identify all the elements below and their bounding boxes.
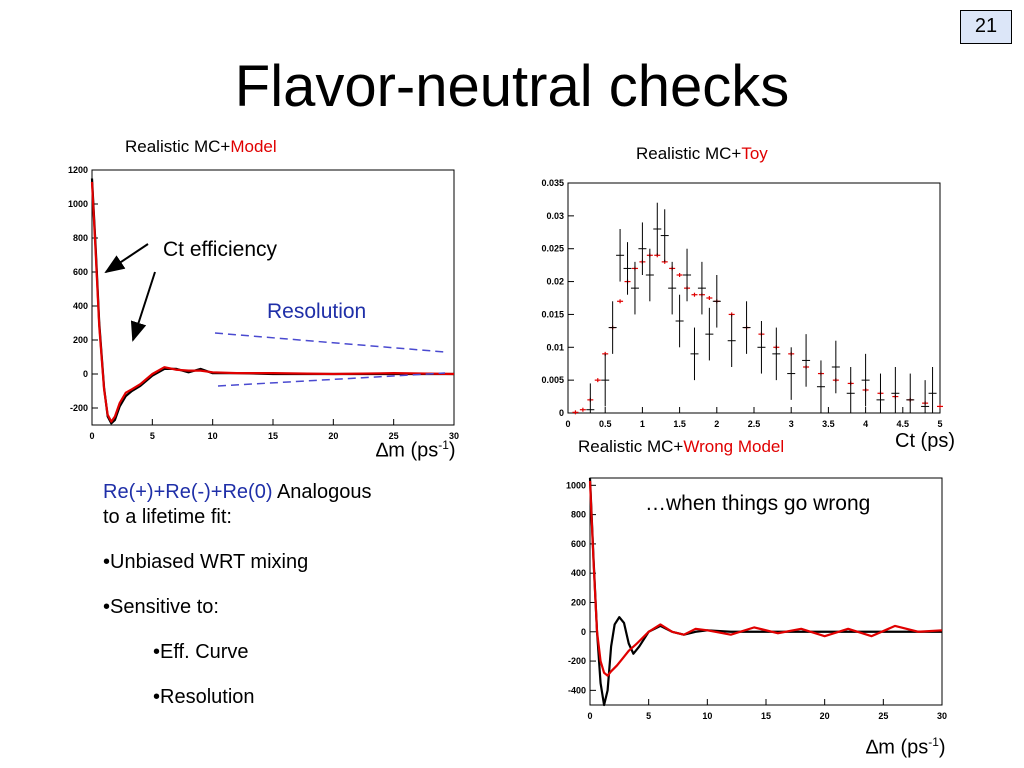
y-tick-label: 0.02 — [546, 277, 564, 287]
resolution-dash-lower — [217, 372, 446, 387]
bullet-sensitive: •Sensitive to: — [103, 596, 219, 618]
x-tick-label: 5 — [937, 419, 942, 429]
caption-bottom-right: Realistic MC+Wrong Model — [578, 437, 784, 457]
caption-wrong-model: Wrong Model — [683, 437, 785, 456]
arrow-ct-eff-2 — [130, 271, 156, 342]
x-tick-label: 20 — [820, 711, 830, 721]
caption-toy: Toy — [741, 144, 768, 163]
y-tick-label: 0 — [581, 627, 586, 637]
x-tick-label: 0 — [89, 431, 94, 441]
x-tick-label: 0 — [565, 419, 570, 429]
arrow-ct-eff-1 — [104, 243, 149, 274]
y-tick-label: 1200 — [68, 165, 88, 175]
y-tick-label: 0 — [83, 369, 88, 379]
caption-prefix: Realistic MC+ — [578, 437, 684, 456]
x-tick-label: 1 — [640, 419, 645, 429]
y-tick-label: 1000 — [68, 199, 88, 209]
x-tick-label: 10 — [702, 711, 712, 721]
slide-title: Flavor-neutral checks — [234, 54, 790, 119]
x-tick-label: 1.5 — [673, 419, 686, 429]
y-tick-label: -200 — [568, 656, 586, 666]
x-tick-label: 0.5 — [599, 419, 612, 429]
caption-prefix: Realistic MC+ — [125, 137, 231, 156]
y-tick-label: -200 — [70, 403, 88, 413]
y-tick-label: 600 — [571, 539, 586, 549]
y-tick-label: 0.01 — [546, 342, 564, 352]
y-tick-label: 0 — [559, 408, 564, 418]
caption-top-left: Realistic MC+Model — [125, 137, 277, 157]
y-tick-label: 1000 — [566, 480, 586, 490]
y-tick-label: 200 — [73, 335, 88, 345]
x-tick-label: 5 — [150, 431, 155, 441]
x-tick-label: 4.5 — [897, 419, 910, 429]
x-tick-label: 30 — [449, 431, 459, 441]
chart-bottom-right: 0 5 10 15 20 25 30 -400 -200 0 200 400 600 800 1000 — [566, 477, 947, 721]
text-block: Re(+)+Re(-)+Re(0) Analogous to a lifetime… — [103, 480, 483, 730]
bullet-unbiased: •Unbiased WRT mixing — [103, 551, 309, 573]
y-tick-label: 0.005 — [541, 375, 564, 385]
intro-paragraph: Re(+)+Re(-)+Re(0) Analogous to a lifetime… — [103, 481, 372, 528]
xlabel-bottom-right: ∆m (ps-1) — [866, 735, 946, 759]
chart-top-left: 0 5 10 15 20 25 30 -200 0 200 400 600 800 1000 1200 — [68, 165, 459, 441]
x-tick-label: 20 — [328, 431, 338, 441]
y-tick-label: 600 — [73, 267, 88, 277]
plot-top-left: 0 5 10 15 20 25 30 -200 0 200 400 600 800 1000 1200 — [50, 160, 470, 441]
y-tick-label: 0.015 — [541, 309, 564, 319]
x-tick-label: 0 — [587, 711, 592, 721]
y-tick-label: 200 — [571, 597, 586, 607]
x-tick-label: 15 — [761, 711, 771, 721]
y-tick-label: 0.025 — [541, 244, 564, 254]
x-tick-label: 5 — [646, 711, 651, 721]
x-tick-label: 15 — [268, 431, 278, 441]
y-tick-label: 400 — [73, 301, 88, 311]
x-tick-label: 2.5 — [748, 419, 761, 429]
series-line — [90, 181, 455, 423]
x-tick-label: 30 — [937, 711, 947, 721]
sub-bullet-eff: •Eff. Curve — [153, 641, 249, 663]
x-tick-label: 25 — [878, 711, 888, 721]
y-tick-label: 0.035 — [541, 178, 564, 188]
annotation-wrong: …when things go wrong — [645, 492, 871, 515]
caption-prefix: Realistic MC+ — [636, 144, 742, 163]
annotation-ct-efficiency: Ct efficiency — [163, 238, 277, 261]
caption-top-right: Realistic MC+Toy — [636, 144, 768, 164]
xlabel-top-right: Ct (ps) — [895, 430, 955, 452]
xlabel-top-left: ∆m (ps-1) — [376, 438, 456, 462]
x-tick-label: 3.5 — [822, 419, 835, 429]
y-tick-label: 0.03 — [546, 211, 564, 221]
sub-bullet-resolution: •Resolution — [153, 686, 255, 708]
x-tick-label: 10 — [208, 431, 218, 441]
y-tick-label: 400 — [571, 568, 586, 578]
y-tick-label: -400 — [568, 685, 586, 695]
x-tick-label: 4 — [863, 419, 868, 429]
x-tick-label: 2 — [714, 419, 719, 429]
chart-top-right: 0 0.5 1 1.5 2 2.5 3 3.5 4 4.5 5 0 0.005 0.01 0.015 0.02… — [541, 178, 943, 429]
annotation-resolution: Resolution — [267, 300, 367, 323]
x-tick-label: 25 — [389, 431, 399, 441]
page-number: 21 — [960, 10, 1012, 44]
series-line — [588, 480, 943, 677]
plot-bottom-right: 0 5 10 15 20 25 30 -400 -200 0 200 400 600 800 1000 — [540, 470, 960, 725]
plot-top-right: 0 0.5 1 1.5 2 2.5 3 3.5 4 4.5 5 0 0.005 0.01 0.015 0.02… — [540, 175, 960, 435]
caption-model: Model — [230, 137, 277, 156]
y-tick-label: 800 — [571, 510, 586, 520]
x-tick-label: 3 — [789, 419, 794, 429]
y-tick-label: 800 — [73, 233, 88, 243]
resolution-dash-upper — [214, 332, 446, 353]
